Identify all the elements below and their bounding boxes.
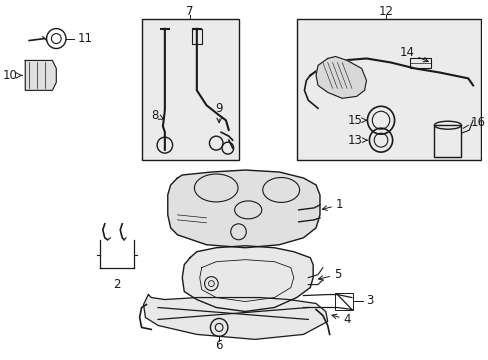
Bar [142,19,238,160]
Text: 2: 2 [112,278,120,291]
Text: 15: 15 [346,114,366,127]
Text: 14: 14 [399,46,427,62]
Text: 9: 9 [215,102,223,123]
Text: 7: 7 [186,5,193,18]
Text: 11: 11 [78,32,92,45]
Bar [409,58,430,68]
Text: 5: 5 [318,268,341,281]
Polygon shape [143,294,327,339]
Text: 10: 10 [2,69,18,82]
Polygon shape [25,60,56,90]
Polygon shape [167,170,319,248]
Text: 6: 6 [215,339,223,352]
Text: 16: 16 [470,116,485,129]
Bar [335,293,352,310]
Bar [296,19,480,160]
Polygon shape [315,57,366,98]
Text: 8: 8 [151,109,163,122]
Bar [433,125,461,157]
Polygon shape [182,246,312,311]
Text: 4: 4 [331,313,350,326]
Bar [192,28,201,44]
Text: 12: 12 [378,5,392,18]
Text: 3: 3 [366,294,373,307]
Text: 13: 13 [346,134,366,147]
Text: 1: 1 [322,198,343,211]
